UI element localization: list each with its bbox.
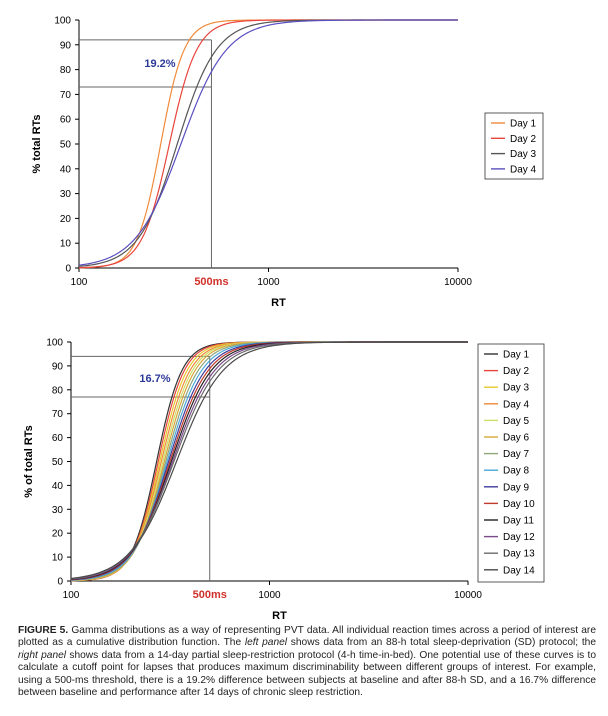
y-tick-label: 30 [52, 505, 64, 516]
y-tick-label: 30 [60, 189, 72, 200]
y-tick-label: 100 [46, 338, 63, 349]
series-line [78, 19, 458, 269]
legend-label: Day 6 [503, 433, 530, 444]
legend-label: Day 4 [510, 164, 537, 175]
threshold-label: 500ms [193, 589, 227, 601]
y-tick-label: 70 [60, 90, 72, 101]
legend-label: Day 3 [503, 383, 530, 394]
y-tick-label: 40 [60, 164, 72, 175]
series-line [70, 341, 468, 582]
series-line [70, 341, 468, 582]
difference-annotation: 19.2% [144, 58, 175, 70]
series-line [70, 341, 468, 580]
legend-label: Day 14 [503, 565, 535, 576]
figure-caption: FIGURE 5. Gamma distributions as a way o… [18, 625, 596, 699]
legend-label: Day 2 [503, 366, 530, 377]
legend-label: Day 1 [510, 119, 537, 130]
series-line [70, 341, 468, 581]
y-axis-title: % of total RTs [23, 425, 35, 498]
x-tick-label: 100 [63, 590, 80, 601]
x-axis-title: RT [272, 610, 287, 622]
legend-label: Day 9 [503, 482, 530, 493]
series-line [70, 341, 468, 580]
y-tick-label: 70 [52, 409, 64, 420]
series-line [70, 341, 468, 582]
y-tick-label: 0 [65, 264, 71, 275]
legend-label: Day 5 [503, 416, 530, 427]
y-tick-label: 10 [60, 239, 72, 250]
threshold-label: 500ms [194, 276, 228, 288]
x-tick-label: 10000 [454, 590, 482, 601]
caption-left-panel: left panel [244, 637, 288, 649]
y-tick-label: 90 [52, 361, 64, 372]
legend-label: Day 4 [503, 399, 530, 410]
caption-text-1: Gamma distributions as a way of represen… [18, 625, 596, 649]
figure-label: FIGURE 5. [18, 625, 69, 636]
caption-text-3: shows data from a 14-day partial sleep-r… [18, 649, 596, 699]
series-line [78, 19, 458, 267]
series-line [78, 19, 458, 266]
series-line [78, 19, 458, 269]
series-line [70, 341, 468, 582]
series-line [70, 341, 468, 581]
legend-label: Day 7 [503, 449, 530, 460]
y-tick-label: 80 [52, 385, 64, 396]
caption-text-2: shows data from an 88-h total sleep-depr… [287, 637, 596, 649]
legend-label: Day 2 [510, 134, 537, 145]
x-tick-label: 1000 [258, 590, 281, 601]
legend-box [484, 112, 544, 180]
legend-label: Day 11 [503, 516, 534, 527]
y-axis-title: % total RTs [31, 114, 43, 173]
x-tick-label: 10000 [444, 277, 472, 288]
difference-annotation: 16.7% [139, 373, 170, 385]
y-tick-label: 40 [52, 481, 64, 492]
series-line [70, 341, 468, 580]
x-axis-title: RT [271, 297, 286, 309]
legend-label: Day 1 [503, 350, 530, 361]
legend-label: Day 13 [503, 549, 535, 560]
y-tick-label: 100 [54, 16, 71, 27]
left-cdf-chart: 0 10 20 30 40 50 60 70 80 90 100 100 1000 10000 500ms 1… [31, 16, 544, 309]
series-line [70, 341, 468, 582]
y-tick-label: 80 [60, 65, 72, 76]
x-tick-label: 1000 [257, 277, 280, 288]
series-line [70, 341, 468, 581]
y-tick-label: 20 [60, 214, 72, 225]
right-cdf-chart: 0 10 20 30 40 50 60 70 80 90 100 100 1000 10000 500ms 1… [23, 338, 545, 622]
y-tick-label: 0 [57, 577, 63, 588]
y-tick-label: 50 [60, 140, 72, 151]
y-tick-label: 50 [52, 457, 64, 468]
y-tick-label: 20 [52, 529, 64, 540]
legend-label: Day 10 [503, 499, 535, 510]
legend-label: Day 12 [503, 532, 535, 543]
legend-label: Day 8 [503, 466, 530, 477]
y-tick-label: 10 [52, 553, 64, 564]
y-tick-label: 90 [60, 40, 72, 51]
series-line [70, 341, 468, 582]
y-tick-label: 60 [60, 115, 72, 126]
legend-box [477, 343, 545, 583]
y-tick-label: 60 [52, 433, 64, 444]
legend-label: Day 3 [510, 149, 537, 160]
series-line [70, 341, 468, 580]
x-tick-label: 100 [71, 277, 88, 288]
series-line [70, 341, 468, 581]
caption-right-panel: right panel [18, 649, 67, 661]
